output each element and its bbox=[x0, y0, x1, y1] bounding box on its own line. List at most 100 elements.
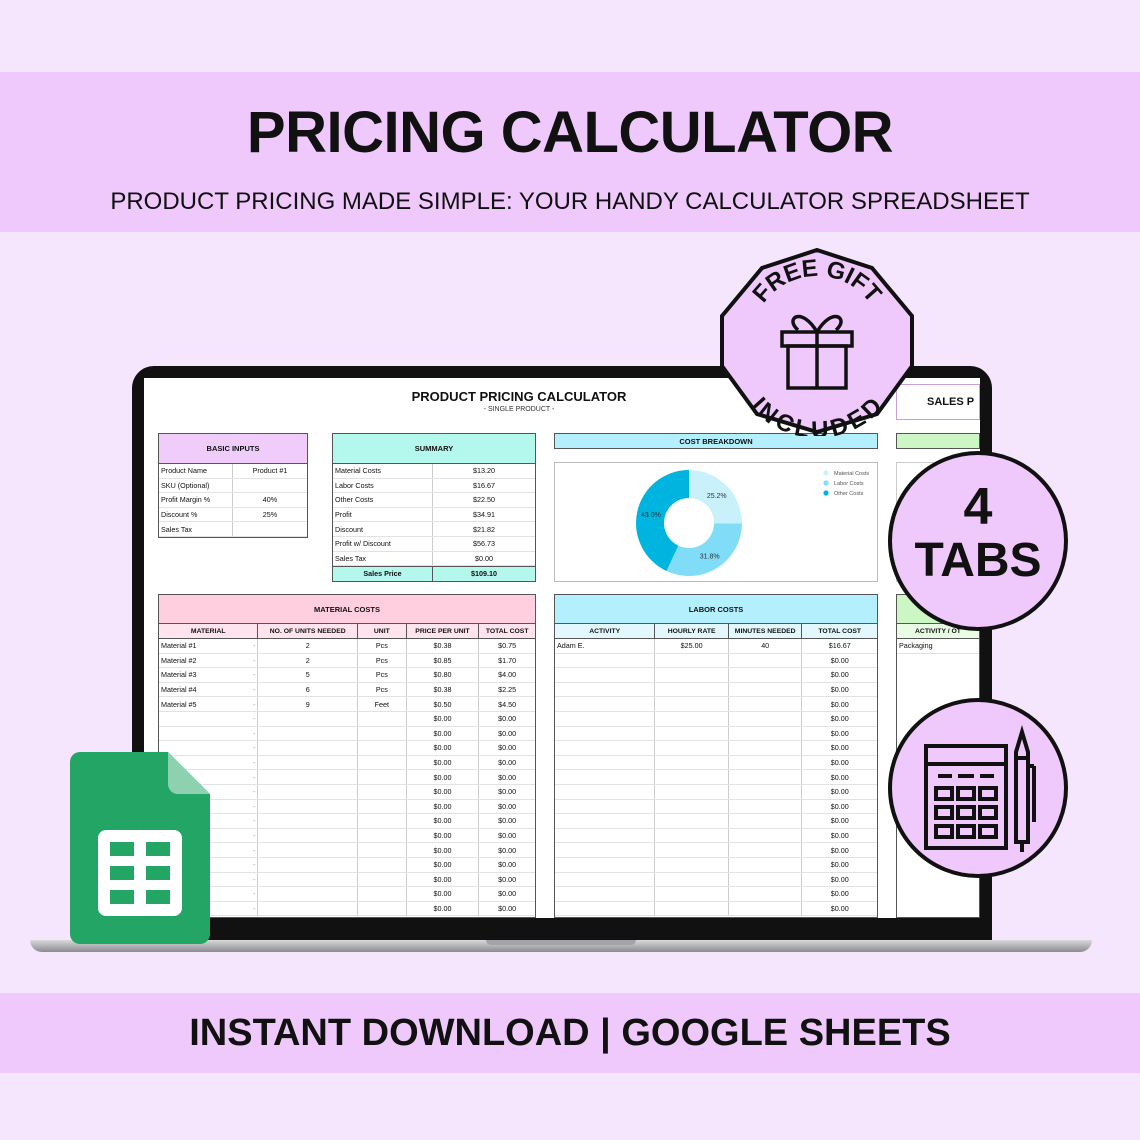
material-costs-cell[interactable]: $0.00 bbox=[498, 816, 517, 826]
material-costs-cell[interactable]: Material #5 - bbox=[159, 697, 259, 711]
material-costs-cell[interactable]: $0.00 bbox=[498, 889, 517, 899]
basic-inputs-value[interactable] bbox=[233, 479, 307, 493]
material-costs-cell[interactable] bbox=[258, 784, 358, 799]
material-costs-cell[interactable]: $0.00 bbox=[498, 801, 517, 811]
labor-costs-cell[interactable] bbox=[655, 901, 729, 916]
labor-costs-cell[interactable] bbox=[655, 770, 729, 784]
dropdown-icon[interactable]: - bbox=[253, 801, 256, 811]
labor-costs-cell[interactable]: 40 bbox=[729, 639, 803, 653]
labor-costs-cell[interactable] bbox=[655, 682, 729, 697]
material-costs-cell[interactable]: $0.75 bbox=[498, 641, 517, 651]
material-costs-cell[interactable] bbox=[358, 901, 407, 916]
labor-costs-cell[interactable] bbox=[555, 726, 656, 741]
material-costs-cell[interactable]: Pcs bbox=[358, 668, 407, 682]
labor-costs-cell[interactable]: $0.00 bbox=[830, 685, 849, 695]
material-costs-cell[interactable]: $1.70 bbox=[498, 655, 517, 665]
labor-costs-cell[interactable]: Adam E. bbox=[555, 639, 656, 653]
material-costs-cell[interactable]: Material #1 - bbox=[159, 639, 259, 653]
labor-costs-cell[interactable]: $0.00 bbox=[830, 831, 849, 841]
labor-costs-cell[interactable] bbox=[555, 901, 656, 916]
material-costs-cell[interactable]: 2 bbox=[258, 653, 358, 668]
labor-costs-cell[interactable] bbox=[729, 653, 803, 668]
labor-costs-cell[interactable] bbox=[555, 828, 656, 843]
material-costs-cell[interactable]: $0.00 bbox=[407, 814, 480, 828]
summary-value[interactable]: $13.20 bbox=[473, 466, 495, 476]
material-costs-cell[interactable]: $0.00 bbox=[498, 714, 517, 724]
labor-costs-cell[interactable]: $0.00 bbox=[830, 889, 849, 899]
dropdown-icon[interactable]: - bbox=[253, 699, 256, 709]
material-costs-cell[interactable]: $0.00 bbox=[407, 726, 480, 741]
labor-costs-cell[interactable]: $0.00 bbox=[830, 728, 849, 738]
labor-costs-cell[interactable]: $0.00 bbox=[830, 714, 849, 724]
dropdown-icon[interactable]: - bbox=[253, 728, 256, 738]
dropdown-icon[interactable]: - bbox=[253, 845, 256, 855]
material-costs-cell[interactable]: 9 bbox=[258, 697, 358, 711]
labor-costs-cell[interactable] bbox=[655, 887, 729, 901]
basic-inputs-value[interactable]: 25% bbox=[262, 510, 278, 520]
labor-costs-cell[interactable]: $0.00 bbox=[830, 903, 849, 913]
labor-costs-cell[interactable] bbox=[555, 697, 656, 711]
material-costs-cell[interactable] bbox=[358, 770, 407, 784]
material-costs-cell[interactable] bbox=[358, 741, 407, 755]
material-costs-cell[interactable]: $0.00 bbox=[498, 831, 517, 841]
material-costs-cell[interactable] bbox=[358, 857, 407, 872]
material-costs-cell[interactable] bbox=[258, 887, 358, 901]
material-costs-cell[interactable]: 2 bbox=[258, 639, 358, 653]
material-costs-cell[interactable]: $0.00 bbox=[407, 901, 480, 916]
material-costs-cell[interactable]: $0.00 bbox=[407, 843, 480, 857]
material-costs-cell[interactable]: $0.00 bbox=[498, 743, 517, 753]
labor-costs-cell[interactable] bbox=[555, 770, 656, 784]
labor-costs-cell[interactable] bbox=[555, 799, 656, 814]
labor-costs-cell[interactable] bbox=[655, 843, 729, 857]
material-costs-cell[interactable] bbox=[358, 784, 407, 799]
labor-costs-cell[interactable] bbox=[555, 857, 656, 872]
labor-costs-cell[interactable] bbox=[729, 697, 803, 711]
labor-costs-cell[interactable] bbox=[729, 784, 803, 799]
labor-costs-cell[interactable] bbox=[555, 711, 656, 726]
basic-inputs-value[interactable]: Product #1 bbox=[252, 466, 288, 476]
labor-costs-cell[interactable]: $16.67 bbox=[828, 641, 851, 651]
labor-costs-cell[interactable] bbox=[555, 784, 656, 799]
labor-costs-cell[interactable] bbox=[655, 857, 729, 872]
material-costs-cell[interactable]: - bbox=[159, 857, 259, 872]
labor-costs-cell[interactable] bbox=[655, 799, 729, 814]
labor-costs-cell[interactable] bbox=[555, 653, 656, 668]
material-costs-cell[interactable]: $0.00 bbox=[498, 845, 517, 855]
summary-value[interactable]: $56.73 bbox=[473, 539, 495, 549]
dropdown-icon[interactable]: - bbox=[253, 641, 256, 651]
material-costs-cell[interactable] bbox=[258, 901, 358, 916]
material-costs-cell[interactable]: $0.00 bbox=[407, 711, 480, 726]
material-costs-cell[interactable]: - bbox=[159, 814, 259, 828]
labor-costs-cell[interactable] bbox=[729, 682, 803, 697]
summary-value[interactable]: $34.91 bbox=[473, 510, 495, 520]
labor-costs-cell[interactable]: $0.00 bbox=[830, 670, 849, 680]
summary-value[interactable]: $22.50 bbox=[473, 495, 495, 505]
dropdown-icon[interactable]: - bbox=[253, 787, 256, 797]
material-costs-cell[interactable] bbox=[258, 755, 358, 770]
labor-costs-cell[interactable]: $0.00 bbox=[830, 787, 849, 797]
labor-costs-cell[interactable] bbox=[655, 872, 729, 887]
material-costs-cell[interactable]: - bbox=[159, 872, 259, 887]
dropdown-icon[interactable]: - bbox=[253, 889, 256, 899]
dropdown-icon[interactable]: - bbox=[253, 874, 256, 884]
material-costs-cell[interactable]: - bbox=[159, 784, 259, 799]
material-costs-cell[interactable]: $0.50 bbox=[407, 697, 480, 711]
material-costs-cell[interactable]: $0.00 bbox=[407, 887, 480, 901]
labor-costs-cell[interactable]: $0.00 bbox=[830, 816, 849, 826]
summary-value[interactable]: $21.82 bbox=[473, 524, 495, 534]
material-costs-cell[interactable]: $0.00 bbox=[498, 758, 517, 768]
material-costs-cell[interactable]: - bbox=[159, 843, 259, 857]
material-costs-cell[interactable]: - bbox=[159, 770, 259, 784]
labor-costs-cell[interactable] bbox=[655, 814, 729, 828]
material-costs-cell[interactable]: 5 bbox=[258, 668, 358, 682]
labor-costs-cell[interactable] bbox=[729, 668, 803, 682]
material-costs-cell[interactable] bbox=[258, 711, 358, 726]
labor-costs-cell[interactable] bbox=[729, 711, 803, 726]
material-costs-cell[interactable]: - bbox=[159, 741, 259, 755]
material-costs-cell[interactable]: Pcs bbox=[358, 682, 407, 697]
material-costs-cell[interactable] bbox=[258, 857, 358, 872]
material-costs-cell[interactable]: $0.80 bbox=[407, 668, 480, 682]
material-costs-cell[interactable] bbox=[258, 741, 358, 755]
labor-costs-cell[interactable] bbox=[655, 668, 729, 682]
material-costs-cell[interactable]: $0.85 bbox=[407, 653, 480, 668]
